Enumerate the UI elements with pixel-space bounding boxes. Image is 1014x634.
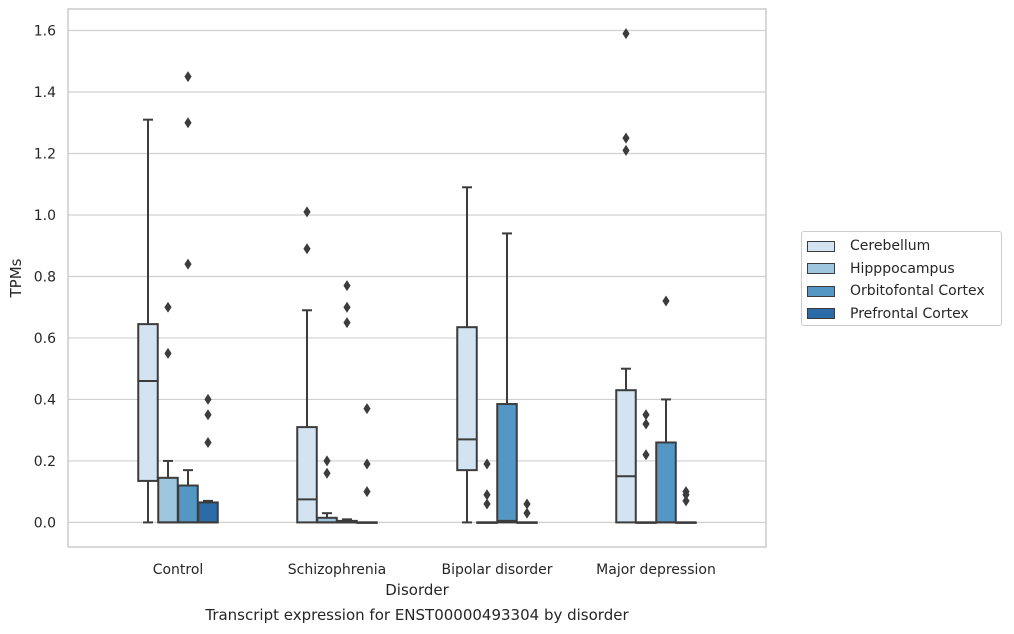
legend-swatch xyxy=(807,308,835,319)
x-tick-label: Schizophrenia xyxy=(288,562,386,578)
legend-item: Orbitofontal Cortex xyxy=(807,280,985,302)
outlier-point xyxy=(343,280,351,292)
outlier-point xyxy=(622,28,630,40)
box-series xyxy=(137,28,697,524)
outlier-point xyxy=(323,467,331,479)
y-tick-labels: 0.0 0.2 0.4 0.6 0.8 1.0 1.2 1.4 1.6 xyxy=(34,24,56,532)
y-tick-label: 0.6 xyxy=(34,331,56,347)
outlier-point xyxy=(363,403,371,415)
box-3-2 xyxy=(516,498,538,524)
box-body xyxy=(615,389,637,524)
gridlines xyxy=(68,29,766,524)
legend: Cerebellum Hipppocampus Orbitofontal Corte… xyxy=(801,231,1002,326)
outlier-point xyxy=(682,486,690,498)
outlier-point xyxy=(164,301,172,313)
outlier-point xyxy=(483,498,491,510)
outlier-point xyxy=(622,132,630,144)
outlier-point xyxy=(662,295,670,307)
legend-label: Hipppocampus xyxy=(850,260,955,277)
legend-label: Orbitofontal Cortex xyxy=(850,283,985,299)
outlier-point xyxy=(363,486,371,498)
outlier-point xyxy=(523,498,531,510)
outlier-point xyxy=(642,449,650,461)
box-1-0 xyxy=(157,301,179,524)
outlier-point xyxy=(523,507,531,519)
y-tick-label: 1.4 xyxy=(34,85,56,101)
box-2-2 xyxy=(496,232,518,524)
box-body xyxy=(177,484,199,524)
x-tick-labels: Control Schizophrenia Bipolar disorder Majo… xyxy=(153,562,716,578)
outlier-point xyxy=(483,458,491,470)
box-3-1 xyxy=(356,403,378,524)
x-tick-label: Control xyxy=(153,562,204,578)
legend-swatch xyxy=(807,240,835,252)
outlier-point xyxy=(343,317,351,329)
outlier-point xyxy=(642,409,650,421)
outlier-point xyxy=(343,301,351,313)
legend-swatch xyxy=(807,285,835,297)
box-body xyxy=(157,476,179,524)
outlier-point xyxy=(204,436,212,448)
outlier-point xyxy=(184,71,192,83)
outlier-point xyxy=(204,393,212,405)
outlier-point xyxy=(164,347,172,359)
y-tick-label: 1.0 xyxy=(34,208,56,224)
legend-swatch xyxy=(807,263,835,274)
outlier-point xyxy=(622,144,630,156)
legend-item: Prefrontal Cortex xyxy=(807,303,969,325)
box-1-3 xyxy=(635,409,657,524)
box-1-1 xyxy=(316,455,338,524)
box-body xyxy=(456,326,478,472)
legend-label: Prefrontal Cortex xyxy=(850,305,969,322)
y-tick-label: 0.8 xyxy=(34,269,56,285)
y-axis-label: TPMs xyxy=(7,258,25,298)
outlier-point xyxy=(323,455,331,467)
box-body xyxy=(296,426,318,524)
x-tick-label: Major depression xyxy=(596,562,716,578)
outlier-point xyxy=(483,489,491,501)
plot-frame xyxy=(67,8,767,548)
box-0-1 xyxy=(296,206,318,524)
box-body xyxy=(197,501,219,524)
box-body xyxy=(496,403,518,524)
box-0-2 xyxy=(456,186,478,524)
legend-item: Cerebellum xyxy=(807,235,930,257)
box-body xyxy=(137,323,159,482)
y-tick-label: 0.4 xyxy=(34,392,56,408)
box-body xyxy=(655,441,677,524)
box-0-3 xyxy=(615,28,637,524)
chart-caption: Transcript expression for ENST0000049330… xyxy=(205,606,629,624)
box-2-0 xyxy=(177,71,199,524)
box-3-0 xyxy=(197,393,219,524)
outlier-point xyxy=(184,117,192,129)
outlier-point xyxy=(303,243,311,255)
legend-item: Hipppocampus xyxy=(807,258,955,280)
box-3-3 xyxy=(675,486,697,524)
x-axis-label: Disorder xyxy=(385,581,449,599)
outlier-point xyxy=(204,409,212,421)
outlier-point xyxy=(642,418,650,430)
outlier-point xyxy=(682,495,690,507)
outlier-point xyxy=(303,206,311,218)
box-0-0 xyxy=(137,118,159,524)
y-tick-label: 0.0 xyxy=(34,515,56,531)
x-tick-label: Bipolar disorder xyxy=(441,562,552,578)
y-tick-label: 0.2 xyxy=(34,454,56,470)
outlier-point xyxy=(184,258,192,270)
y-tick-label: 1.6 xyxy=(34,24,56,40)
legend-label: Cerebellum xyxy=(850,238,931,254)
y-tick-label: 1.2 xyxy=(34,146,56,162)
box-2-3 xyxy=(655,295,677,524)
outlier-point xyxy=(363,458,371,470)
box-1-2 xyxy=(476,458,498,524)
box-2-1 xyxy=(336,280,358,524)
